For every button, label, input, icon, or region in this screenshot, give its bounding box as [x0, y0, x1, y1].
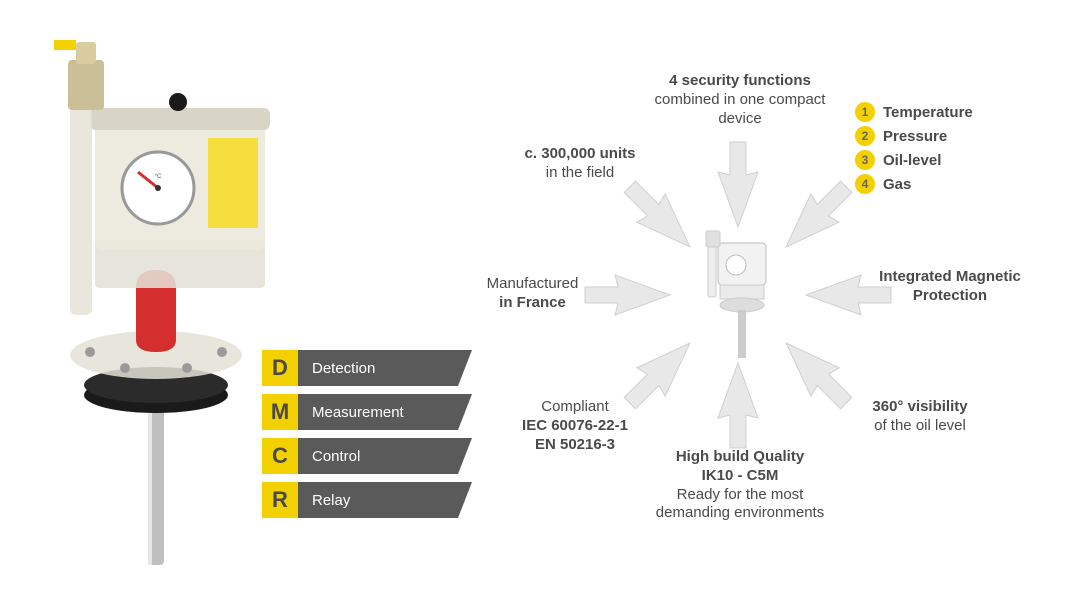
- device-illustration-main: °C: [40, 30, 270, 570]
- feature-title: High build Quality IK10 - C5M: [640, 448, 840, 486]
- feature-desc: Ready for the most demanding environment…: [640, 486, 840, 524]
- device-sketch-icon: [698, 225, 778, 365]
- numlist-badge: 2: [855, 126, 875, 146]
- feature-title: IEC 60076-22-1 EN 50216-3: [500, 417, 650, 455]
- legend-letter: M: [262, 394, 298, 430]
- feature-build-quality: High build Quality IK10 - C5M Ready for …: [640, 448, 840, 523]
- numlist-badge: 3: [855, 150, 875, 170]
- feature-desc: of the oil level: [840, 417, 1000, 436]
- legend-label: Control: [298, 438, 472, 474]
- legend-row-m: M Measurement: [262, 394, 472, 430]
- feature-numbered-list: 1 Temperature 2 Pressure 3 Oil-level 4 G…: [855, 102, 1035, 198]
- legend-row-r: R Relay: [262, 482, 472, 518]
- feature-visibility: 360° visibility of the oil level: [840, 398, 1000, 436]
- feature-title: 4 security functions: [650, 72, 830, 91]
- feature-magnetic-protection: Integrated Magnetic Protection: [870, 268, 1030, 306]
- feature-title: in France: [465, 294, 600, 313]
- legend-letter: C: [262, 438, 298, 474]
- legend-row-d: D Detection: [262, 350, 472, 386]
- feature-desc: in the field: [510, 164, 650, 183]
- numlist-row: 4 Gas: [855, 174, 1035, 194]
- legend-row-c: C Control: [262, 438, 472, 474]
- numlist-label: Pressure: [883, 128, 947, 145]
- feature-lead: Manufactured: [465, 275, 600, 294]
- feature-title: Integrated Magnetic Protection: [870, 268, 1030, 306]
- feature-compliant: Compliant IEC 60076-22-1 EN 50216-3: [500, 398, 650, 454]
- numlist-row: 1 Temperature: [855, 102, 1035, 122]
- product-image: °C: [40, 30, 270, 570]
- numlist-badge: 1: [855, 102, 875, 122]
- feature-title: 360° visibility: [840, 398, 1000, 417]
- feature-title: c. 300,000 units: [510, 145, 650, 164]
- svg-text:°C: °C: [155, 174, 162, 180]
- legend-label: Detection: [298, 350, 472, 386]
- feature-units: c. 300,000 units in the field: [510, 145, 650, 183]
- numlist-label: Temperature: [883, 104, 973, 121]
- legend-letter: R: [262, 482, 298, 518]
- legend-letter: D: [262, 350, 298, 386]
- numlist-label: Gas: [883, 176, 911, 193]
- legend-label: Relay: [298, 482, 472, 518]
- feature-lead: Compliant: [500, 398, 650, 417]
- feature-desc: combined in one compact device: [650, 91, 830, 129]
- numlist-badge: 4: [855, 174, 875, 194]
- numlist-row: 3 Oil-level: [855, 150, 1035, 170]
- star-diagram: 4 security functions combined in one com…: [460, 0, 1070, 598]
- dmcr-legend: D Detection M Measurement C Control R Re…: [262, 350, 472, 526]
- feature-security-functions: 4 security functions combined in one com…: [650, 72, 830, 128]
- feature-manufactured: Manufactured in France: [465, 275, 600, 313]
- legend-label: Measurement: [298, 394, 472, 430]
- numlist-label: Oil-level: [883, 152, 941, 169]
- numlist-row: 2 Pressure: [855, 126, 1035, 146]
